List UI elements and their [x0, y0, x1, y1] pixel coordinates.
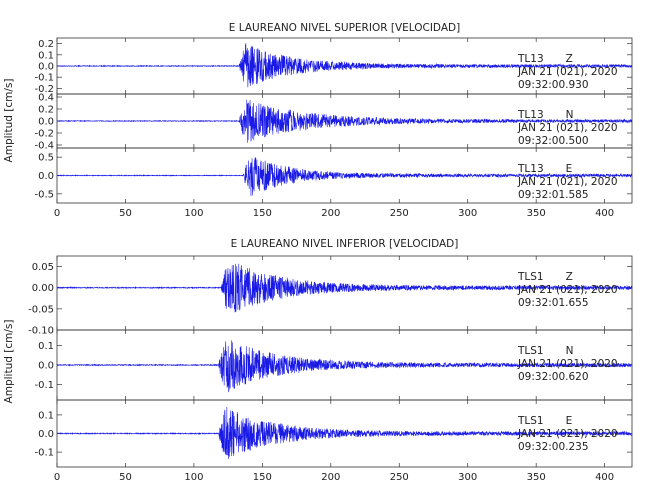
seismic-trace: [56, 99, 633, 143]
x-tick-label: 400: [595, 208, 614, 219]
x-tick-label: 200: [321, 472, 340, 483]
x-tick-label: 100: [184, 208, 203, 219]
trace-date: JAN 21 (021), 2020: [517, 122, 618, 134]
y-tick-label: -0.10: [28, 326, 54, 337]
y-tick-label: 0.0: [38, 62, 54, 73]
x-tick-label: 100: [184, 472, 203, 483]
station-name: TL13: [517, 163, 544, 175]
seismic-trace: [56, 263, 633, 313]
x-tick-label: 300: [458, 472, 477, 483]
x-tick-label: 150: [253, 472, 272, 483]
trace-date: JAN 21 (021), 2020: [517, 428, 618, 440]
y-tick-label: 0.2: [38, 105, 54, 116]
station-name: TLS1: [517, 345, 544, 357]
seismic-trace: [56, 406, 633, 459]
x-tick-label: 200: [321, 208, 340, 219]
x-tick-label: 350: [527, 208, 546, 219]
y-tick-label: -0.1: [34, 73, 54, 84]
trace-date: JAN 21 (021), 2020: [517, 358, 618, 370]
x-tick-label: 250: [390, 208, 409, 219]
station-label: TLS1 E: [517, 415, 572, 427]
y-axis-label: Amplitud [cm/s]: [3, 320, 15, 404]
component-name: Z: [566, 271, 573, 283]
chart-inferior: E LAUREANO NIVEL INFERIOR [VELOCIDAD] Amp…: [3, 238, 633, 483]
x-tick-label: 300: [458, 208, 477, 219]
component-name: Z: [566, 53, 573, 65]
station-label: TLS1 N: [517, 345, 573, 357]
chart-title: E LAUREANO NIVEL SUPERIOR [VELOCIDAD]: [229, 22, 460, 34]
y-tick-label: 0.1: [38, 50, 54, 61]
chart-title: E LAUREANO NIVEL INFERIOR [VELOCIDAD]: [231, 238, 459, 250]
x-tick-label: 0: [54, 208, 60, 219]
x-tick-label: 0: [54, 472, 60, 483]
x-tick-label: 250: [390, 472, 409, 483]
station-name: TLS1: [517, 415, 544, 427]
y-axis-label: Amplitud [cm/s]: [3, 79, 15, 163]
y-tick-label: 0.1: [38, 410, 54, 421]
trace-date: JAN 21 (021), 2020: [517, 66, 618, 78]
trace-time: 09:32:00.235: [518, 441, 589, 453]
station-label: TL13 N: [517, 109, 573, 121]
x-tick-label: 150: [253, 208, 272, 219]
trace-time: 09:32:00.500: [518, 135, 589, 147]
component-name: E: [566, 163, 573, 175]
y-tick-label: 0.0: [38, 171, 54, 182]
station-label: TLS1 Z: [517, 271, 573, 283]
y-tick-label: 0.4: [38, 93, 54, 104]
y-tick-label: 0.05: [32, 262, 54, 273]
y-tick-label: 0.0: [38, 361, 54, 372]
chart-superior: E LAUREANO NIVEL SUPERIOR [VELOCIDAD] Amp…: [3, 22, 633, 219]
y-tick-label: 0.5: [38, 153, 54, 164]
trace-time: 09:32:01.655: [518, 297, 589, 309]
station-label: TL13 E: [517, 163, 572, 175]
component-name: N: [566, 345, 574, 357]
component-name: N: [566, 109, 574, 121]
y-tick-label: 0.0: [38, 429, 54, 440]
trace-time: 09:32:01.585: [518, 189, 589, 201]
station-name: TLS1: [517, 271, 544, 283]
station-name: TL13: [517, 53, 544, 65]
y-tick-label: -0.4: [34, 141, 54, 152]
y-tick-label: 0.00: [32, 283, 54, 294]
x-tick-label: 50: [119, 472, 132, 483]
trace-date: JAN 21 (021), 2020: [517, 284, 618, 296]
x-tick-label: 50: [119, 208, 132, 219]
y-tick-label: -0.05: [28, 304, 54, 315]
x-tick-label: 350: [527, 472, 546, 483]
seismic-trace: [56, 340, 633, 393]
component-name: E: [566, 415, 573, 427]
trace-date: JAN 21 (021), 2020: [517, 176, 618, 188]
x-tick-label: 400: [595, 472, 614, 483]
station-label: TL13 Z: [517, 53, 573, 65]
y-tick-label: 0.0: [38, 117, 54, 128]
seismic-trace: [56, 43, 633, 88]
y-tick-label: -0.1: [34, 380, 54, 391]
y-tick-label: -0.2: [34, 129, 54, 140]
y-tick-label: -0.2: [34, 84, 54, 95]
trace-time: 09:32:00.930: [518, 79, 589, 91]
y-tick-label: 0.1: [38, 341, 54, 352]
trace-time: 09:32:00.620: [518, 371, 589, 383]
station-name: TL13: [517, 109, 544, 121]
seismic-trace: [56, 157, 633, 196]
y-tick-label: -0.5: [34, 189, 54, 200]
y-tick-label: -0.1: [34, 448, 54, 459]
y-tick-label: 0.2: [38, 39, 54, 50]
